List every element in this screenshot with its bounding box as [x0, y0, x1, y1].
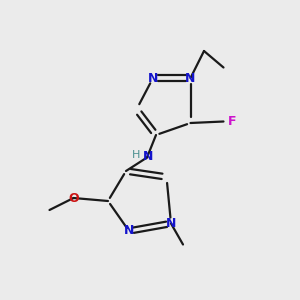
Text: N: N — [166, 217, 176, 230]
Text: N: N — [148, 71, 158, 85]
Text: F: F — [228, 115, 236, 128]
Text: H: H — [132, 149, 141, 160]
Text: N: N — [143, 149, 154, 163]
Text: N: N — [124, 224, 134, 238]
Text: N: N — [185, 71, 196, 85]
Text: O: O — [68, 191, 79, 205]
